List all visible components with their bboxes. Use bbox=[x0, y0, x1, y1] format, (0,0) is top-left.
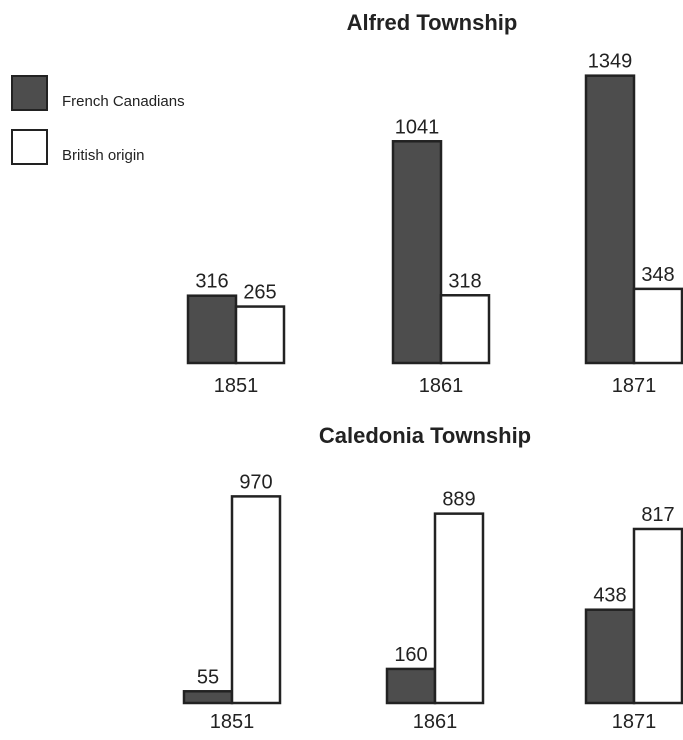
x-tick-label: 1861 bbox=[413, 711, 458, 733]
value-label: 55 bbox=[197, 666, 219, 688]
bar bbox=[234, 305, 286, 365]
x-tick-label: 1851 bbox=[210, 711, 255, 733]
x-tick-label: 1861 bbox=[419, 375, 464, 397]
bar bbox=[584, 608, 636, 705]
bar bbox=[230, 495, 282, 705]
value-label: 265 bbox=[243, 282, 276, 304]
value-label: 316 bbox=[195, 271, 228, 293]
bar bbox=[391, 140, 443, 365]
bar bbox=[186, 294, 238, 365]
x-tick-label: 1871 bbox=[612, 375, 657, 397]
chart-title: Caledonia Township bbox=[319, 423, 531, 448]
value-label: 438 bbox=[593, 585, 626, 607]
bar bbox=[182, 690, 234, 705]
legend-swatch bbox=[11, 129, 48, 165]
bar bbox=[632, 527, 683, 705]
value-label: 348 bbox=[641, 264, 674, 286]
value-label: 889 bbox=[442, 489, 475, 511]
value-label: 1041 bbox=[395, 116, 440, 138]
bar bbox=[439, 294, 491, 365]
value-label: 318 bbox=[448, 270, 481, 292]
chart-title: Alfred Township bbox=[347, 10, 518, 35]
legend-label: British origin bbox=[62, 147, 145, 164]
bar bbox=[584, 74, 636, 365]
bar bbox=[433, 512, 485, 705]
legend-swatch bbox=[11, 75, 48, 111]
bar bbox=[632, 287, 683, 365]
value-label: 817 bbox=[641, 504, 674, 526]
bar bbox=[385, 667, 437, 705]
value-label: 160 bbox=[394, 644, 427, 666]
x-tick-label: 1871 bbox=[612, 711, 657, 733]
legend-label: French Canadians bbox=[62, 93, 185, 110]
x-tick-label: 1851 bbox=[214, 375, 259, 397]
value-label: 1349 bbox=[588, 51, 633, 73]
value-label: 970 bbox=[239, 471, 272, 493]
